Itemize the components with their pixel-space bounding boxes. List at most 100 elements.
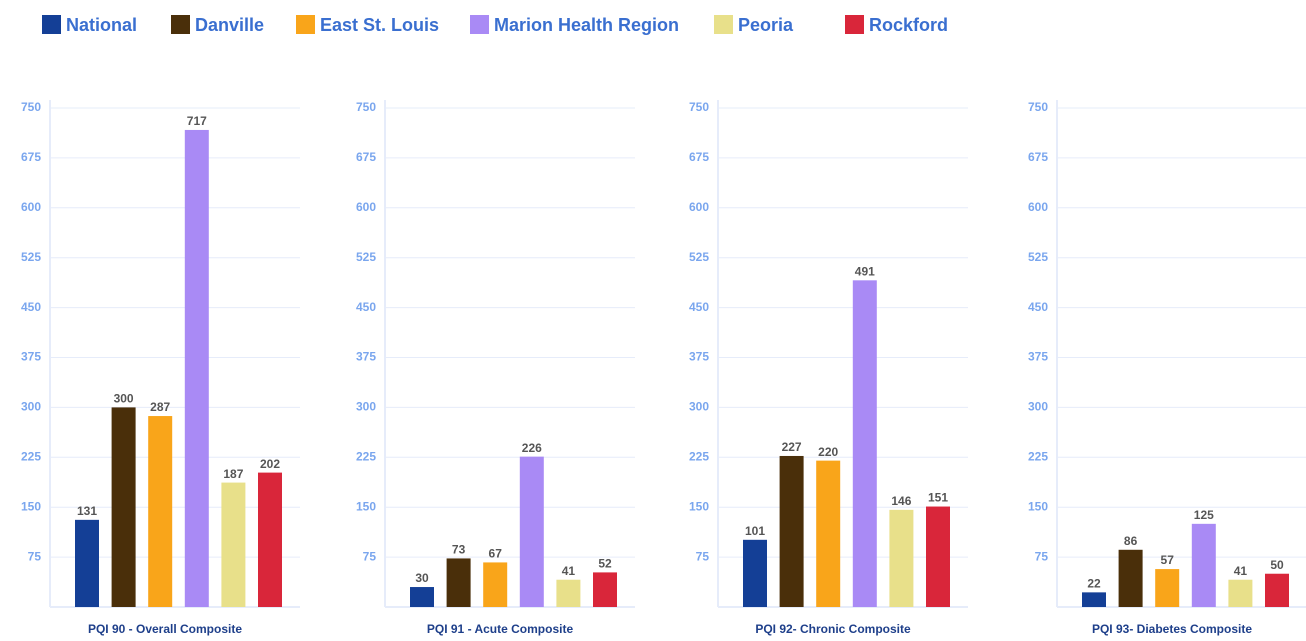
- value-label: 226: [522, 441, 542, 455]
- value-label: 717: [187, 114, 207, 128]
- legend-label: Danville: [195, 15, 264, 35]
- bar: [148, 416, 173, 607]
- y-tick-label: 675: [689, 150, 709, 164]
- y-tick-label: 750: [689, 100, 709, 114]
- bar: [593, 572, 617, 607]
- y-tick-label: 375: [356, 350, 376, 364]
- y-tick-label: 75: [363, 549, 377, 563]
- y-tick-label: 675: [356, 150, 376, 164]
- value-label: 101: [745, 524, 765, 538]
- bar: [75, 519, 99, 607]
- value-label: 86: [1124, 534, 1138, 548]
- bar: [556, 579, 581, 607]
- value-label: 57: [1161, 553, 1175, 567]
- y-tick-label: 375: [21, 350, 41, 364]
- value-label: 131: [77, 504, 97, 518]
- panel-title: PQI 92- Chronic Composite: [755, 622, 911, 636]
- y-tick-label: 375: [1028, 350, 1048, 364]
- value-label: 187: [223, 467, 243, 481]
- value-label: 67: [489, 547, 503, 561]
- y-tick-label: 750: [1028, 100, 1048, 114]
- y-tick-label: 150: [689, 499, 709, 513]
- legend-label: National: [66, 15, 137, 35]
- bar: [852, 280, 877, 607]
- y-tick-label: 450: [356, 300, 376, 314]
- y-tick-label: 525: [1028, 250, 1048, 264]
- y-tick-label: 225: [21, 449, 41, 463]
- value-label: 30: [415, 571, 429, 585]
- y-tick-label: 450: [689, 300, 709, 314]
- value-label: 125: [1194, 508, 1214, 522]
- legend-swatch: [845, 15, 864, 34]
- value-label: 287: [150, 400, 170, 414]
- y-tick-label: 525: [21, 250, 41, 264]
- bar: [1082, 592, 1106, 607]
- value-label: 41: [1234, 564, 1248, 578]
- value-label: 220: [818, 445, 838, 459]
- bar: [889, 509, 914, 607]
- panel-title: PQI 93- Diabetes Composite: [1092, 622, 1252, 636]
- legend-label: Marion Health Region: [494, 15, 679, 35]
- value-label: 146: [891, 494, 911, 508]
- bar: [483, 562, 508, 607]
- panel-title: PQI 91 - Acute Composite: [427, 622, 574, 636]
- y-tick-label: 225: [356, 449, 376, 463]
- y-tick-label: 75: [28, 549, 42, 563]
- y-tick-label: 450: [21, 300, 41, 314]
- y-tick-label: 150: [21, 499, 41, 513]
- y-tick-label: 450: [1028, 300, 1048, 314]
- legend-swatch: [470, 15, 489, 34]
- value-label: 491: [855, 264, 875, 278]
- y-tick-label: 75: [696, 549, 710, 563]
- y-tick-label: 375: [689, 350, 709, 364]
- bar: [743, 539, 767, 607]
- panel-title: PQI 90 - Overall Composite: [88, 622, 242, 636]
- y-tick-label: 150: [356, 499, 376, 513]
- bar: [1265, 573, 1289, 607]
- bar: [779, 455, 804, 607]
- y-tick-label: 750: [356, 100, 376, 114]
- bar: [1228, 579, 1253, 607]
- bar: [926, 506, 950, 607]
- legend-label: Peoria: [738, 15, 794, 35]
- y-tick-label: 675: [1028, 150, 1048, 164]
- value-label: 52: [598, 557, 612, 571]
- bar: [111, 407, 136, 607]
- y-tick-label: 300: [1028, 400, 1048, 414]
- bar: [221, 482, 246, 607]
- bar: [446, 558, 471, 607]
- bar: [519, 456, 544, 607]
- y-tick-label: 150: [1028, 499, 1048, 513]
- value-label: 50: [1270, 558, 1284, 572]
- y-tick-label: 600: [689, 200, 709, 214]
- y-tick-label: 675: [21, 150, 41, 164]
- y-tick-label: 300: [356, 400, 376, 414]
- bar: [1155, 569, 1180, 607]
- value-label: 41: [562, 564, 576, 578]
- legend-swatch: [171, 15, 190, 34]
- y-tick-label: 225: [1028, 449, 1048, 463]
- bar: [1191, 523, 1216, 607]
- y-tick-label: 600: [356, 200, 376, 214]
- bar: [410, 587, 434, 607]
- y-tick-label: 300: [689, 400, 709, 414]
- bar: [816, 460, 841, 607]
- y-tick-label: 525: [356, 250, 376, 264]
- y-tick-label: 600: [1028, 200, 1048, 214]
- value-label: 73: [452, 543, 466, 557]
- bar: [184, 129, 209, 607]
- y-tick-label: 525: [689, 250, 709, 264]
- y-tick-label: 300: [21, 400, 41, 414]
- value-label: 202: [260, 457, 280, 471]
- y-tick-label: 600: [21, 200, 41, 214]
- legend-label: Rockford: [869, 15, 948, 35]
- legend-swatch: [42, 15, 61, 34]
- legend-swatch: [714, 15, 733, 34]
- y-tick-label: 75: [1035, 549, 1049, 563]
- legend-label: East St. Louis: [320, 15, 439, 35]
- y-tick-label: 750: [21, 100, 41, 114]
- value-label: 227: [782, 440, 802, 454]
- legend-swatch: [296, 15, 315, 34]
- value-label: 300: [114, 392, 134, 406]
